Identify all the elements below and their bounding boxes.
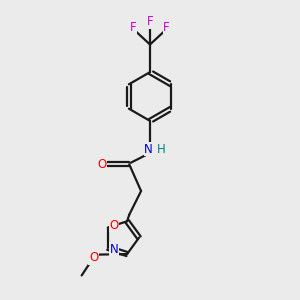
- Text: F: F: [163, 21, 170, 34]
- Text: N: N: [110, 243, 118, 256]
- Text: F: F: [130, 21, 137, 34]
- Text: N: N: [144, 143, 153, 156]
- Text: O: O: [89, 251, 98, 264]
- Text: F: F: [147, 15, 153, 28]
- Text: O: O: [109, 219, 119, 232]
- Text: H: H: [157, 143, 166, 156]
- Text: O: O: [97, 158, 106, 171]
